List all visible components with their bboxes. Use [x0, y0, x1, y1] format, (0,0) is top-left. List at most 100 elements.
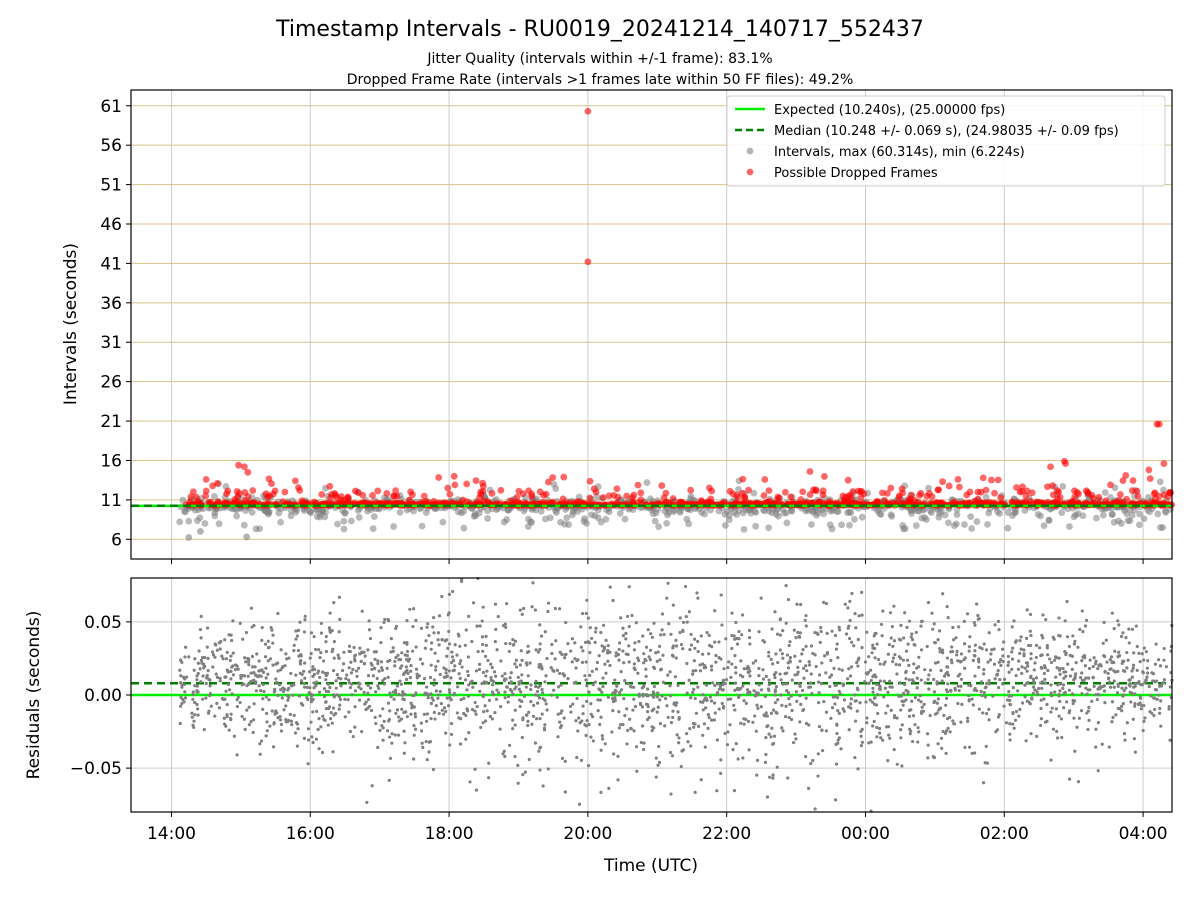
residual-point [915, 676, 919, 680]
residual-point [518, 704, 522, 709]
residual-point [770, 726, 774, 730]
residual-point [348, 729, 353, 734]
residual-point [742, 667, 746, 671]
residual-point [752, 689, 756, 693]
residual-point [1018, 639, 1022, 643]
residual-point [936, 742, 940, 746]
residual-point [1137, 651, 1141, 655]
residual-point [181, 697, 185, 702]
interval-point [968, 525, 976, 532]
interval-point [1011, 509, 1019, 516]
residual-point [394, 688, 398, 692]
residual-point [611, 709, 615, 713]
residual-point [601, 676, 605, 680]
residual-point [972, 688, 976, 692]
residual-point [260, 626, 264, 630]
residual-point [962, 642, 967, 646]
residual-point [590, 669, 594, 673]
residual-point [345, 673, 349, 677]
residual-point [324, 706, 329, 711]
residuals-y-tick-label: 0.05 [84, 613, 122, 633]
residual-point [484, 674, 488, 678]
residual-point [645, 717, 650, 722]
interval-point [340, 525, 348, 533]
residual-point [1032, 668, 1036, 672]
residual-point [863, 680, 867, 684]
residual-point [868, 698, 872, 702]
residual-point [617, 658, 621, 662]
residual-point [580, 660, 585, 664]
residual-point [464, 713, 468, 717]
residual-point [687, 610, 692, 614]
residual-point [639, 740, 643, 745]
residual-point [424, 692, 428, 696]
residual-point [656, 650, 660, 654]
residual-point [1116, 619, 1120, 623]
residual-point [453, 664, 457, 668]
residual-point [818, 640, 822, 644]
residual-point [440, 638, 444, 642]
residual-point [181, 675, 186, 679]
residual-point [199, 658, 203, 663]
residual-point [606, 695, 610, 699]
dropped-frame-point [658, 482, 666, 490]
residual-point [870, 700, 875, 704]
residual-point [303, 614, 307, 618]
residual-point [180, 660, 184, 664]
residual-point [242, 717, 246, 721]
residual-point [374, 650, 378, 654]
residual-point [933, 641, 938, 645]
residual-point [975, 602, 979, 606]
residual-point [379, 626, 383, 630]
residual-point [525, 713, 529, 717]
residual-point [641, 747, 646, 752]
residual-point [778, 633, 783, 637]
residual-point [438, 672, 442, 677]
legend-intervals-label: Intervals, max (60.314s), min (6.224s) [774, 145, 1025, 160]
residual-point [324, 700, 328, 704]
residual-point [933, 661, 938, 665]
residual-point [429, 716, 433, 721]
interval-point [621, 515, 629, 523]
residual-point [681, 647, 685, 651]
residual-point [718, 687, 723, 691]
residual-point [308, 670, 312, 674]
residual-point [378, 714, 382, 718]
residual-point [810, 692, 814, 696]
residual-point [1119, 634, 1124, 639]
residual-point [259, 688, 263, 693]
residual-point [311, 710, 315, 714]
residual-point [1128, 684, 1132, 688]
residual-point [1028, 702, 1032, 706]
dropped-frame-point [202, 475, 210, 483]
residual-point [879, 736, 883, 740]
interval-point [887, 511, 895, 519]
residual-point [575, 659, 579, 663]
dropped-frame-point [669, 495, 677, 502]
residual-point [271, 633, 275, 637]
residual-point [370, 784, 374, 788]
interval-point [503, 516, 511, 523]
residual-point [518, 608, 522, 612]
residual-point [881, 609, 885, 613]
residual-point [865, 721, 869, 725]
residual-point [1063, 619, 1067, 623]
residual-point [632, 648, 636, 652]
residual-point [806, 786, 811, 790]
residual-point [728, 723, 732, 727]
residual-point [694, 669, 698, 673]
residual-point [712, 701, 717, 705]
residual-point [737, 687, 741, 692]
residual-point [742, 699, 746, 703]
residual-point [546, 601, 551, 605]
residual-point [916, 698, 921, 702]
dropped-frame-point [1166, 489, 1174, 496]
residual-point [1043, 681, 1048, 685]
residual-point [1036, 686, 1041, 691]
residual-point [979, 689, 983, 694]
residual-point [1090, 699, 1094, 703]
interval-point [685, 520, 693, 528]
dropped-frame-point [966, 488, 974, 496]
interval-point [484, 515, 491, 522]
residual-point [514, 665, 519, 669]
